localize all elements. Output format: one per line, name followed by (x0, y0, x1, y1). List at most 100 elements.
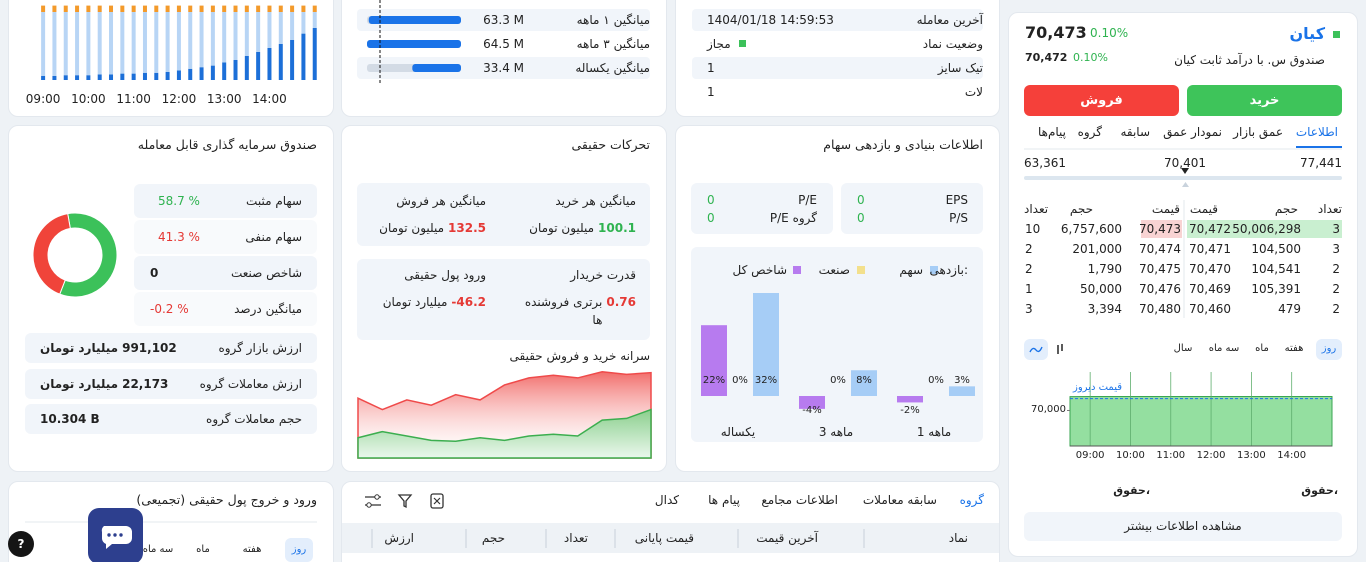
range-max: 77,441 (1300, 156, 1342, 170)
period-tab[interactable]: روز (1321, 343, 1337, 354)
volume-bar (154, 12, 159, 73)
legend-swatch (930, 266, 938, 274)
more-info[interactable]: مشاهده اطلاعات بیشتر (1124, 519, 1242, 533)
period-tab[interactable]: هفته (242, 544, 262, 555)
table-tab[interactable]: کدال (654, 493, 679, 507)
value-label: 8% (856, 375, 872, 386)
table-header: تعداد (563, 531, 588, 545)
table-header: قیمت پایانی (634, 531, 694, 545)
volume-bar (63, 12, 68, 76)
total-label: ارزش معاملات گروه (199, 377, 302, 391)
table-header-bg (342, 523, 999, 553)
ratio-label: P/S (949, 211, 968, 225)
reference-label: قیمت دیروز (1073, 381, 1122, 393)
volume-bar (312, 28, 317, 80)
row-bg (357, 9, 650, 31)
volume-bar (131, 12, 136, 74)
category-label: یکساله (720, 425, 756, 439)
period-active (1316, 339, 1342, 360)
volume-bar (176, 70, 181, 80)
flow-unit: میلیون تومان (379, 221, 445, 235)
period-tab[interactable]: سال (1173, 343, 1193, 354)
volume-bar (97, 12, 102, 75)
value-label: 3% (954, 375, 970, 386)
period-tab[interactable]: ماه (196, 544, 210, 555)
period-tab[interactable]: روز (291, 544, 307, 555)
info-value: 1 (707, 85, 715, 99)
return-bar (701, 325, 727, 396)
status-dot (1333, 31, 1340, 38)
excel-icon[interactable] (430, 493, 444, 509)
volume-bar (199, 67, 204, 80)
period-tab[interactable]: هفته (1284, 343, 1304, 354)
range-min: 63,361 (1024, 156, 1066, 170)
sell-volume: 3,394 (1087, 302, 1122, 316)
volume-bar (52, 12, 57, 76)
volume-bar (199, 12, 204, 68)
sell-button[interactable]: فروش (1024, 85, 1179, 116)
flow-area (357, 408, 652, 459)
table-tab[interactable]: پیام ها (708, 493, 740, 507)
avg-label: میانگین ۱ ماهه (576, 13, 650, 27)
ratio-value: 0 (707, 193, 715, 207)
tab[interactable]: نمودار عمق (1163, 125, 1222, 139)
tab[interactable]: گروه (1077, 125, 1102, 139)
tab[interactable]: پیام‌ها (1037, 125, 1066, 139)
sell-count: 1 (1025, 282, 1033, 296)
tab[interactable]: سابقه (1120, 125, 1150, 139)
sell-count: 10 (1025, 222, 1041, 236)
sell-volume: 1,790 (1087, 262, 1122, 276)
total-value: 10.304 B (40, 412, 100, 426)
volume-bar (290, 12, 295, 40)
buy-price: 70,460 (1189, 302, 1231, 316)
volume-bar (86, 12, 91, 76)
x-tick-label: 10:00 (71, 92, 106, 106)
volume-bar (41, 5, 46, 12)
buy-count: 3 (1332, 242, 1340, 256)
sell-count: 3 (1025, 302, 1033, 316)
range-track (1024, 176, 1342, 180)
filter-icon[interactable] (397, 494, 413, 509)
sell-count: 2 (1025, 262, 1033, 276)
tab[interactable]: عمق بازار (1233, 125, 1283, 139)
table-tab[interactable]: اطلاعات مجامع (761, 493, 838, 507)
volume-bar (120, 12, 125, 74)
help-label[interactable]: ? (17, 537, 25, 551)
volume-bar (63, 5, 68, 12)
period-tab[interactable]: ماه (1255, 343, 1269, 354)
more-info-box[interactable] (1024, 512, 1342, 541)
best-bid-bg (1187, 220, 1342, 238)
chart-type-icon[interactable] (1024, 339, 1063, 360)
rights-label: حقوق، (1301, 484, 1338, 497)
volume-bar (312, 12, 317, 28)
tab[interactable]: اطلاعات (1295, 125, 1338, 139)
volume-bar (109, 5, 114, 12)
table-tab[interactable]: سابقه معاملات (862, 493, 937, 507)
volume-bar (75, 12, 80, 76)
x-tick-label: 12:00 (161, 92, 197, 106)
x-tick-label: 14:00 (1277, 450, 1307, 461)
volume-bar (267, 12, 272, 48)
buy-button[interactable]: خرید (1187, 85, 1342, 116)
ratio-label: EPS (945, 193, 968, 207)
volume-bar (233, 12, 238, 60)
settings-icon[interactable] (365, 494, 381, 508)
range-marker-low (1182, 182, 1189, 187)
period-tab[interactable]: سه ماه (142, 544, 174, 555)
stat-row-bg (134, 184, 317, 218)
volume-bar (176, 5, 181, 12)
volume-bar (165, 5, 170, 12)
volume-bar (222, 5, 227, 12)
total-unit: میلیارد تومان (40, 341, 119, 355)
table-header: حجم (481, 531, 505, 545)
volume-bar (120, 5, 125, 12)
table-tab[interactable]: گروه (959, 493, 984, 507)
flow-label: ورود پول حقیقی (404, 268, 486, 282)
period-tab[interactable]: سه ماه (1208, 343, 1240, 354)
last-change: 0.10% (1090, 26, 1129, 40)
avg-label: میانگین ۳ ماهه (576, 37, 650, 51)
stat-value: 0 (150, 266, 159, 280)
buy-volume: 479 (1278, 302, 1301, 316)
card-title: تحرکات حقیقی (571, 137, 650, 152)
buy-volume: 50,006,298 (1232, 222, 1301, 236)
